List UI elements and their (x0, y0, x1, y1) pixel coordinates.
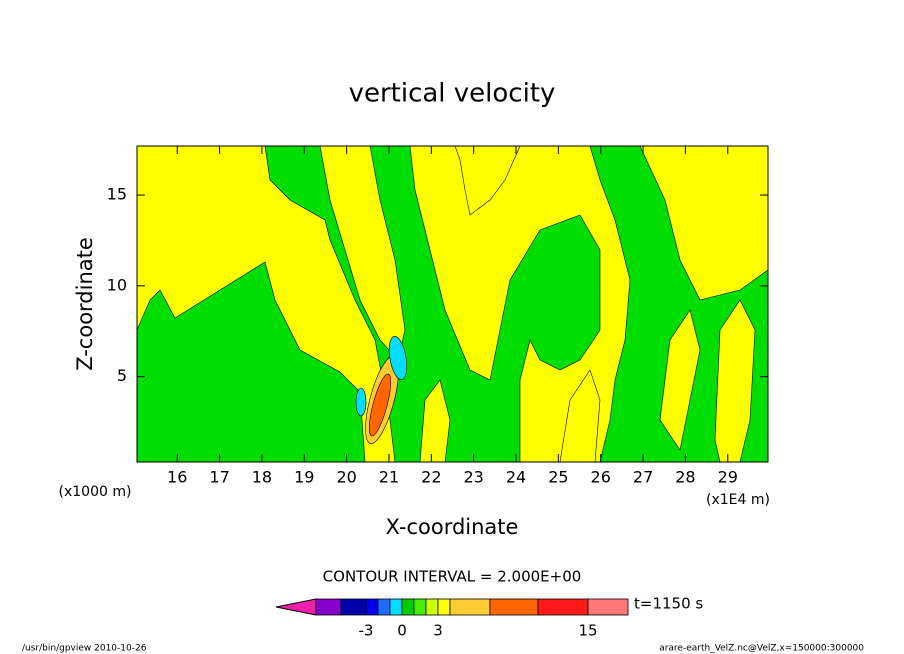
contour-region (369, 373, 391, 437)
x-tick-label: 22 (421, 468, 441, 487)
colorbar-tick-label: 3 (433, 622, 443, 640)
contour-region (355, 387, 367, 417)
x-tick-label: 27 (633, 468, 653, 487)
plot-frame (136, 145, 769, 463)
time-label: t=1150 s (634, 595, 703, 613)
colorbar-box (315, 598, 342, 616)
colorbar-arrow (275, 598, 317, 616)
x-tick-label: 17 (209, 468, 229, 487)
x-unit: (x1E4 m) (706, 492, 770, 508)
colorbar-box (537, 598, 589, 616)
x-tick-label: 28 (675, 468, 695, 487)
x-tick-label: 18 (252, 468, 272, 487)
colorbar-box (365, 598, 379, 616)
contour-interval: CONTOUR INTERVAL = 2.000E+00 (323, 568, 582, 586)
colorbar-box (437, 598, 451, 616)
chart-title: vertical velocity (349, 79, 556, 109)
colorbar-box (489, 598, 539, 616)
colorbar-tick-label: 0 (397, 622, 407, 640)
contour-region (454, 145, 521, 216)
colorbar-box (413, 598, 427, 616)
x-tick-label: 25 (548, 468, 568, 487)
colorbar-tick-label: -3 (359, 622, 374, 640)
x-tick-label: 24 (506, 468, 526, 487)
colorbar-box (377, 598, 391, 616)
colorbar-box (449, 598, 491, 616)
colorbar-box (389, 598, 403, 616)
footer-left: /usr/bin/gpview 2010-10-26 (22, 644, 147, 654)
contour-region (388, 335, 408, 381)
colorbar-box (401, 598, 415, 616)
contour-region (659, 309, 701, 451)
colorbar-box (425, 598, 439, 616)
footer-right: arare-earth_VelZ.nc@VelZ,x=150000:300000 (659, 644, 864, 654)
x-tick-label: 23 (463, 468, 483, 487)
x-tick-label: 26 (591, 468, 611, 487)
y-tick-label: 10 (107, 275, 127, 294)
y-tick-label: 15 (107, 185, 127, 204)
x-tick-label: 20 (336, 468, 356, 487)
y-axis-label: Z-coordinate (73, 237, 97, 371)
x-tick-label: 21 (379, 468, 399, 487)
x-axis-label: X-coordinate (386, 515, 519, 539)
colorbar-box (340, 598, 367, 616)
y-unit: (x1000 m) (59, 484, 132, 500)
x-tick-label: 29 (718, 468, 738, 487)
colorbar-tick-label: 15 (578, 622, 597, 640)
y-tick-label: 5 (117, 366, 127, 385)
x-tick-label: 19 (294, 468, 314, 487)
colorbar-box (587, 598, 629, 616)
contour-field (136, 145, 769, 463)
x-tick-label: 16 (167, 468, 187, 487)
